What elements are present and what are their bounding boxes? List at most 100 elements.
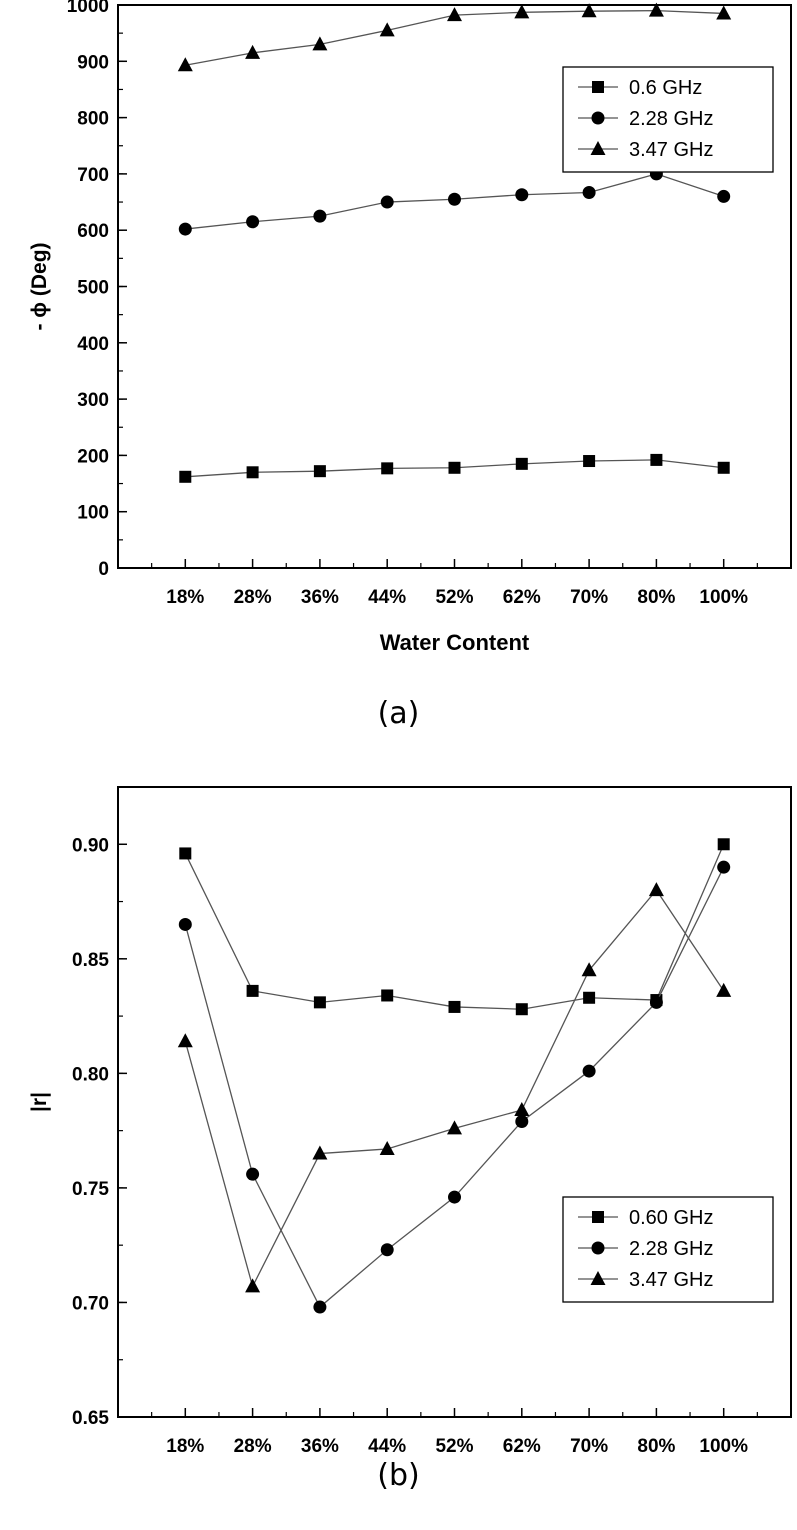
caption-b: (b) xyxy=(377,1458,420,1493)
data-point-triangle xyxy=(648,2,664,17)
data-point-circle xyxy=(380,195,394,209)
y-tick-label: 0.70 xyxy=(72,1293,109,1314)
data-point-circle xyxy=(582,185,596,199)
data-point-triangle xyxy=(447,1120,462,1135)
x-tick-label: 62% xyxy=(503,1436,541,1455)
x-tick-label: 70% xyxy=(570,1436,608,1455)
y-tick-label: 0 xyxy=(98,559,109,580)
series-circle xyxy=(178,167,731,236)
data-point-circle xyxy=(246,1167,260,1181)
y-tick-label: 700 xyxy=(77,165,109,186)
reflection-chart: 0.65 0.70 0.75 0.80 0.85 0.90 18% 28% 36% 44% 52% 6… xyxy=(28,786,792,1455)
y-tick-label: 200 xyxy=(77,446,109,467)
data-point-triangle xyxy=(716,5,732,20)
data-point-square xyxy=(448,1000,461,1013)
data-point-triangle xyxy=(177,57,193,72)
data-point-circle xyxy=(649,995,663,1009)
x-tick-label: 44% xyxy=(368,1436,406,1455)
y-tick-label: 100 xyxy=(77,503,109,524)
legend-label: 0.60 GHz xyxy=(629,1207,713,1229)
data-point-square xyxy=(246,984,259,997)
y-tick-label: 400 xyxy=(77,334,109,355)
data-point-circle xyxy=(515,188,529,202)
x-tick-label: 80% xyxy=(637,587,675,608)
data-point-triangle xyxy=(245,1278,261,1293)
y-axis-label: |r| xyxy=(28,1092,51,1112)
data-point-square xyxy=(717,461,730,474)
data-point-circle xyxy=(582,1064,596,1078)
data-point-square xyxy=(313,465,326,478)
y-tick-label: 600 xyxy=(77,221,109,242)
x-tick-label: 100% xyxy=(699,587,748,608)
data-point-square xyxy=(583,991,596,1004)
x-tick-label: 28% xyxy=(234,1436,272,1455)
legend-marker-triangle xyxy=(590,141,606,155)
data-point-triangle xyxy=(245,44,261,59)
data-point-circle xyxy=(717,189,731,203)
x-tick-label: 18% xyxy=(166,1436,204,1455)
legend-label: 2.28 GHz xyxy=(629,1238,713,1260)
legend-label: 3.47 GHz xyxy=(629,139,713,161)
y-tick-label: 300 xyxy=(77,390,109,411)
data-point-triangle xyxy=(177,1033,193,1048)
data-point-square xyxy=(179,847,192,860)
x-tick-label: 62% xyxy=(503,587,541,608)
y-tick-label: 800 xyxy=(77,109,109,130)
data-point-circle xyxy=(178,917,192,931)
legend: 0.6 GHz 2.28 GHz 3.47 GHz xyxy=(562,66,774,173)
legend-marker-square xyxy=(592,1211,604,1223)
legend: 0.60 GHz 2.28 GHz 3.47 GHz xyxy=(562,1196,774,1303)
legend-marker-circle xyxy=(591,1241,605,1255)
data-point-circle xyxy=(448,192,461,206)
y-tick-label: 1000 xyxy=(67,0,109,17)
y-tick-label: 500 xyxy=(77,278,109,299)
series-circle xyxy=(178,860,731,1314)
x-axis-label: Water Content xyxy=(380,630,530,655)
data-point-triangle xyxy=(312,1145,328,1160)
data-point-triangle xyxy=(514,1102,530,1117)
x-tick-label: 100% xyxy=(699,1436,748,1455)
data-point-square xyxy=(246,466,259,479)
data-point-square xyxy=(313,996,326,1009)
data-point-circle xyxy=(246,215,260,229)
data-point-triangle xyxy=(514,4,530,19)
data-point-triangle xyxy=(379,1140,395,1155)
data-point-triangle xyxy=(716,982,732,997)
series-triangle xyxy=(177,2,732,72)
data-point-circle xyxy=(515,1114,529,1128)
data-point-square xyxy=(381,989,394,1002)
data-point-square xyxy=(515,457,528,470)
y-tick-label: 0.80 xyxy=(72,1064,109,1085)
legend-marker-triangle xyxy=(590,1271,606,1285)
data-point-circle xyxy=(313,209,327,223)
series-triangle xyxy=(177,882,732,1293)
y-tick-label: 0.90 xyxy=(72,835,109,856)
x-tick-label: 52% xyxy=(435,1436,473,1455)
data-point-triangle xyxy=(581,3,597,18)
data-point-square xyxy=(448,461,461,474)
data-point-circle xyxy=(313,1300,327,1314)
data-point-triangle xyxy=(379,22,395,37)
legend-label: 2.28 GHz xyxy=(629,108,713,130)
y-tick-label: 0.85 xyxy=(72,950,109,971)
data-point-square xyxy=(583,455,596,468)
data-point-circle xyxy=(717,860,731,874)
x-tick-label: 36% xyxy=(301,1436,339,1455)
plot-frame xyxy=(117,786,792,1418)
x-tick-label: 80% xyxy=(637,1436,675,1455)
series-square xyxy=(179,453,730,483)
x-tick-label: 44% xyxy=(368,587,406,608)
data-point-triangle xyxy=(447,7,462,22)
y-tick-label: 0.65 xyxy=(72,1408,109,1429)
x-tick-label: 28% xyxy=(234,587,272,608)
figure-a: 0 100 200 300 400 500 600 700 800 900 1000 18% 28% 36… xyxy=(28,0,792,731)
data-point-square xyxy=(381,462,394,475)
x-tick-label: 52% xyxy=(435,587,473,608)
data-point-circle xyxy=(380,1243,394,1257)
phase-chart: 0 100 200 300 400 500 600 700 800 900 1000 18% 28% 36… xyxy=(28,0,792,655)
series-square xyxy=(179,838,730,1016)
x-tick-label: 36% xyxy=(301,587,339,608)
x-tick-label: 18% xyxy=(166,587,204,608)
data-point-circle xyxy=(448,1190,461,1204)
data-point-square xyxy=(515,1003,528,1016)
